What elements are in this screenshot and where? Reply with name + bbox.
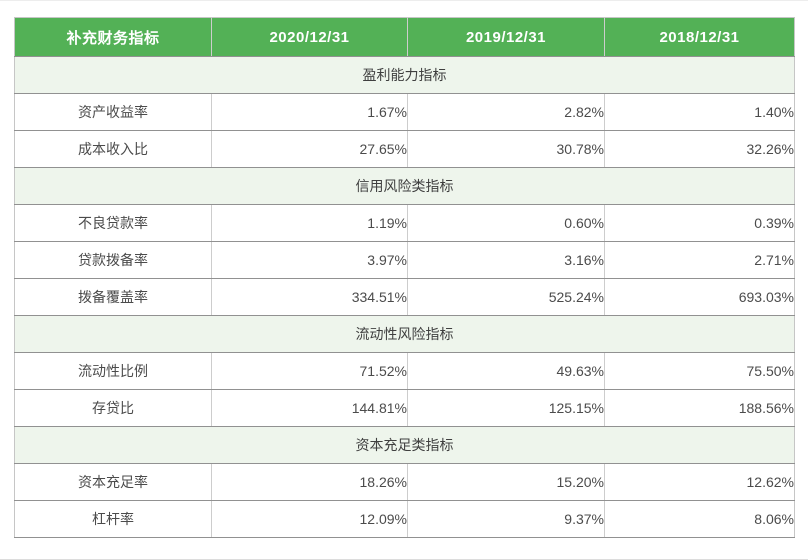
section-title: 盈利能力指标 [14, 56, 795, 94]
table-row: 拨备覆盖率 334.51% 525.24% 693.03% [14, 278, 795, 316]
table-row: 资本充足率 18.26% 15.20% 12.62% [14, 463, 795, 501]
section-header-row-credit-risk: 信用风险类指标 [14, 167, 795, 205]
section-title: 流动性风险指标 [14, 315, 795, 353]
table-row: 杠杆率 12.09% 9.37% 8.06% [14, 500, 795, 538]
header-cell-2019-12-31: 2019/12/31 [407, 17, 605, 57]
financial-indicators-table: 补充财务指标 2020/12/31 2019/12/31 2018/12/31 … [14, 17, 795, 538]
metric-value: 1.19% [211, 204, 408, 242]
metric-value: 0.60% [407, 204, 605, 242]
metric-value: 144.81% [211, 389, 408, 427]
metric-value: 125.15% [407, 389, 605, 427]
metric-label: 资本充足率 [14, 463, 212, 501]
section-title: 信用风险类指标 [14, 167, 795, 205]
metric-value: 30.78% [407, 130, 605, 168]
metric-value: 2.71% [604, 241, 795, 279]
metric-label: 存贷比 [14, 389, 212, 427]
metric-label: 拨备覆盖率 [14, 278, 212, 316]
table-row: 不良贷款率 1.19% 0.60% 0.39% [14, 204, 795, 242]
metric-value: 18.26% [211, 463, 408, 501]
table-row: 存贷比 144.81% 125.15% 188.56% [14, 389, 795, 427]
metric-value: 3.16% [407, 241, 605, 279]
metric-value: 8.06% [604, 500, 795, 538]
table-row: 资产收益率 1.67% 2.82% 1.40% [14, 93, 795, 131]
metric-value: 0.39% [604, 204, 795, 242]
table-header-row: 补充财务指标 2020/12/31 2019/12/31 2018/12/31 [14, 17, 795, 57]
metric-value: 525.24% [407, 278, 605, 316]
metric-value: 1.40% [604, 93, 795, 131]
metric-label: 成本收入比 [14, 130, 212, 168]
section-header-row-profitability: 盈利能力指标 [14, 56, 795, 94]
metric-value: 693.03% [604, 278, 795, 316]
section-title: 资本充足类指标 [14, 426, 795, 464]
table-row: 贷款拨备率 3.97% 3.16% 2.71% [14, 241, 795, 279]
metric-label: 流动性比例 [14, 352, 212, 390]
metric-value: 188.56% [604, 389, 795, 427]
metric-label: 杠杆率 [14, 500, 212, 538]
metric-value: 49.63% [407, 352, 605, 390]
metric-value: 12.09% [211, 500, 408, 538]
metric-value: 334.51% [211, 278, 408, 316]
section-header-row-liquidity-risk: 流动性风险指标 [14, 315, 795, 353]
metric-value: 27.65% [211, 130, 408, 168]
section-header-row-capital-adequacy: 资本充足类指标 [14, 426, 795, 464]
metric-value: 9.37% [407, 500, 605, 538]
metric-value: 75.50% [604, 352, 795, 390]
metric-value: 2.82% [407, 93, 605, 131]
metric-value: 1.67% [211, 93, 408, 131]
table-row: 流动性比例 71.52% 49.63% 75.50% [14, 352, 795, 390]
metric-label: 资产收益率 [14, 93, 212, 131]
metric-value: 15.20% [407, 463, 605, 501]
metric-label: 贷款拨备率 [14, 241, 212, 279]
metric-value: 32.26% [604, 130, 795, 168]
header-cell-2018-12-31: 2018/12/31 [604, 17, 795, 57]
header-cell-2020-12-31: 2020/12/31 [211, 17, 408, 57]
header-cell-indicator: 补充财务指标 [14, 17, 212, 57]
table-row: 成本收入比 27.65% 30.78% 32.26% [14, 130, 795, 168]
metric-label: 不良贷款率 [14, 204, 212, 242]
metric-value: 12.62% [604, 463, 795, 501]
metric-value: 71.52% [211, 352, 408, 390]
metric-value: 3.97% [211, 241, 408, 279]
